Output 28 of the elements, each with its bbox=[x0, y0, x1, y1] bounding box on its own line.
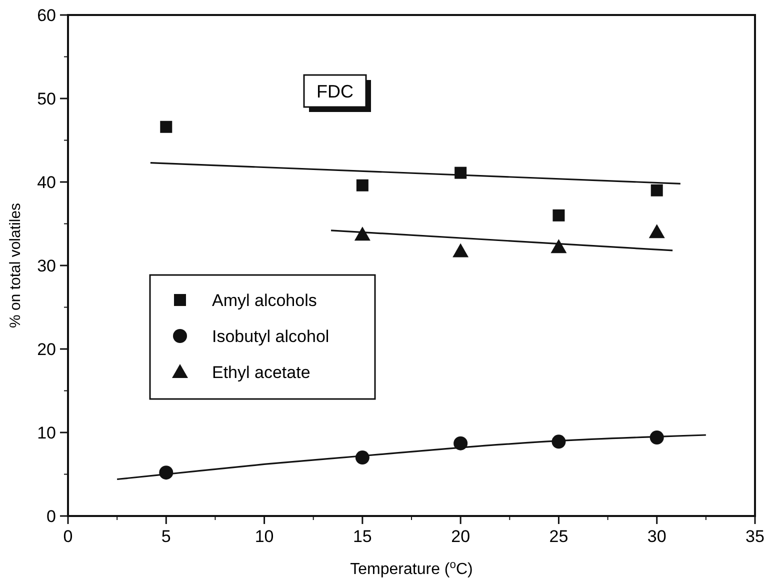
point bbox=[650, 184, 663, 196]
x-tick-label: 10 bbox=[254, 527, 274, 546]
x-tick-label: 0 bbox=[63, 527, 73, 546]
x-tick-label: 35 bbox=[746, 527, 764, 546]
point bbox=[550, 239, 567, 254]
point bbox=[160, 120, 172, 133]
y-tick-label: 20 bbox=[37, 340, 56, 359]
annotation: FDC bbox=[316, 81, 354, 102]
x-tick-label: 15 bbox=[352, 527, 372, 546]
y-axis-title: % on total volatiles bbox=[7, 202, 24, 328]
y-tick-label: 60 bbox=[37, 6, 56, 25]
y-tick-label: 40 bbox=[37, 172, 56, 192]
y-tick-label: 10 bbox=[37, 423, 56, 442]
y-tick-label: 30 bbox=[37, 256, 56, 276]
legend-label: Ethyl acetate bbox=[212, 362, 310, 382]
x-tick-label: 25 bbox=[549, 527, 568, 546]
legend-label: Isobutyl alcohol bbox=[212, 326, 330, 346]
x-tick-label: 20 bbox=[451, 527, 470, 546]
x-tick-label: 30 bbox=[647, 527, 666, 546]
point bbox=[552, 209, 565, 222]
y-tick-label: 50 bbox=[37, 89, 56, 108]
point bbox=[648, 224, 665, 238]
x-tick-label: 5 bbox=[161, 527, 171, 546]
point bbox=[356, 179, 368, 192]
y-tick-label: 0 bbox=[46, 506, 56, 526]
point bbox=[452, 243, 469, 258]
legend-label: Amyl alcohols bbox=[212, 290, 317, 310]
x-axis-title: Temperature ($^{o}$C) bbox=[350, 559, 473, 578]
